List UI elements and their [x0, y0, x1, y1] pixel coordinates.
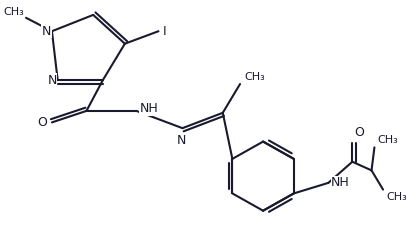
Text: N: N	[177, 134, 186, 147]
Text: N: N	[42, 25, 51, 38]
Text: O: O	[37, 116, 47, 129]
Text: CH₃: CH₃	[244, 72, 265, 82]
Text: N: N	[47, 74, 57, 87]
Text: CH₃: CH₃	[3, 7, 24, 17]
Text: I: I	[162, 25, 166, 38]
Text: CH₃: CH₃	[377, 135, 398, 146]
Text: NH: NH	[331, 176, 350, 189]
Text: CH₃: CH₃	[386, 192, 407, 201]
Text: O: O	[354, 126, 364, 139]
Text: NH: NH	[139, 102, 158, 115]
